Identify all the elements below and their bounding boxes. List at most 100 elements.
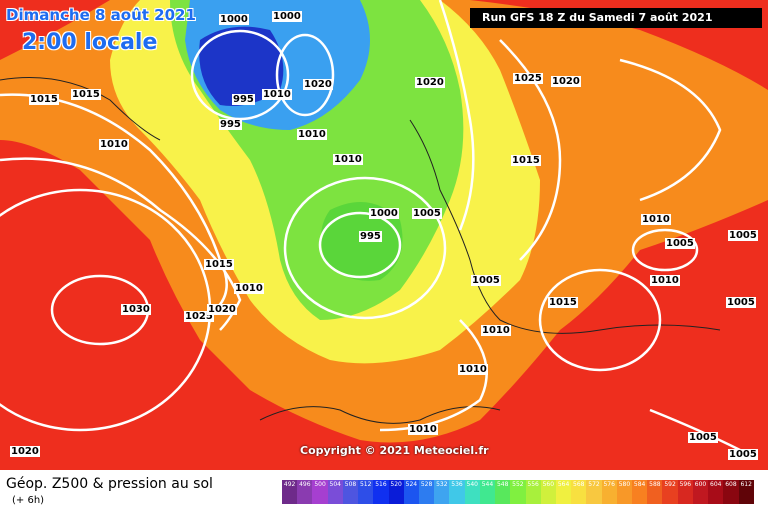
scale-cell: 508 bbox=[342, 480, 359, 504]
scale-cell: 556 bbox=[525, 480, 541, 504]
scale-label: 528 bbox=[420, 481, 433, 488]
isobar-label: 1030 bbox=[121, 304, 151, 315]
isobar bbox=[649, 408, 741, 452]
isobar-label: 1010 bbox=[641, 214, 671, 225]
isobar-label: 1020 bbox=[415, 77, 445, 88]
scale-label: 492 bbox=[283, 481, 296, 488]
isobar-label: 995 bbox=[359, 231, 382, 242]
scale-label: 504 bbox=[329, 481, 341, 488]
scale-cell: 512 bbox=[358, 480, 374, 504]
scale-label: 544 bbox=[481, 481, 494, 488]
isobar bbox=[318, 211, 402, 279]
isobar-label: 1015 bbox=[548, 297, 578, 308]
scale-cell: 576 bbox=[601, 480, 617, 504]
forecast-time: 2:00 locale bbox=[22, 30, 158, 55]
scale-cell: 548 bbox=[495, 480, 511, 504]
scale-cell: 492 bbox=[282, 480, 298, 504]
scale-cell: 604 bbox=[708, 480, 724, 504]
scale-label: 508 bbox=[344, 481, 357, 488]
scale-label: 576 bbox=[603, 481, 615, 488]
isobar-label: 1020 bbox=[10, 446, 40, 457]
coastline bbox=[409, 119, 721, 334]
scale-label: 516 bbox=[375, 481, 387, 488]
scale-label: 564 bbox=[557, 481, 570, 488]
isobar-label: 1005 bbox=[688, 432, 718, 443]
map-area: Dimanche 8 août 2021 2:00 locale Run GFS… bbox=[0, 0, 768, 470]
isobar-label: 1010 bbox=[650, 275, 680, 286]
scale-cell: 552 bbox=[510, 480, 526, 504]
scale-label: 520 bbox=[390, 481, 402, 488]
low-core bbox=[199, 26, 284, 107]
scale-cell: 536 bbox=[449, 480, 465, 504]
scale-cell: 496 bbox=[297, 480, 313, 504]
scale-label: 500 bbox=[314, 481, 326, 488]
isobar-label: 1005 bbox=[665, 238, 695, 249]
scale-cell: 580 bbox=[616, 480, 633, 504]
isobar-label: 1010 bbox=[234, 283, 264, 294]
scale-label: 596 bbox=[679, 481, 692, 488]
scale-label: 524 bbox=[405, 481, 418, 488]
isobar-label: 1010 bbox=[297, 129, 327, 140]
isobar-label: 1005 bbox=[412, 208, 442, 219]
scale-cell: 572 bbox=[586, 480, 602, 504]
scale-cell: 500 bbox=[312, 480, 328, 504]
scale-label: 588 bbox=[649, 481, 661, 488]
isobar-label: 1005 bbox=[728, 449, 758, 460]
scale-label: 580 bbox=[618, 481, 631, 488]
scale-label: 572 bbox=[588, 481, 600, 488]
isobar-label: 1010 bbox=[481, 325, 511, 336]
isobar-label: 1010 bbox=[408, 424, 438, 435]
scale-label: 536 bbox=[451, 481, 463, 488]
isobar-label: 995 bbox=[219, 119, 242, 130]
scale-label: 540 bbox=[466, 481, 478, 488]
scale-label: 556 bbox=[527, 481, 539, 488]
scale-label: 532 bbox=[436, 481, 448, 488]
coastline bbox=[259, 406, 501, 424]
scale-cell: 532 bbox=[434, 480, 450, 504]
run-info: Run GFS 18 Z du Samedi 7 août 2021 bbox=[470, 8, 762, 28]
scale-cell: 528 bbox=[418, 480, 435, 504]
isobar bbox=[283, 176, 447, 320]
isobar-label: 1010 bbox=[458, 364, 488, 375]
isobar-label: 1010 bbox=[262, 89, 292, 100]
isobar-label: 1025 bbox=[513, 73, 543, 84]
color-scale: 492 496 500 504 508 512 516 520 524 528 532 536 540 5… bbox=[282, 480, 754, 504]
isobar-label: 1005 bbox=[726, 297, 756, 308]
scale-cell: 560 bbox=[540, 480, 556, 504]
scale-cell: 600 bbox=[692, 480, 709, 504]
scale-label: 560 bbox=[542, 481, 555, 488]
scale-cell: 612 bbox=[738, 480, 754, 504]
scale-label: 604 bbox=[710, 481, 722, 488]
scale-cell: 520 bbox=[388, 480, 404, 504]
scale-label: 608 bbox=[725, 481, 737, 488]
scale-label: 592 bbox=[664, 481, 676, 488]
isobar-label: 1005 bbox=[471, 275, 501, 286]
scale-cell: 596 bbox=[677, 480, 693, 504]
scale-cell: 608 bbox=[723, 480, 739, 504]
scale-cell: 516 bbox=[373, 480, 389, 504]
isobar-label: 1000 bbox=[272, 11, 302, 22]
isobar bbox=[438, 0, 475, 231]
scale-cell: 584 bbox=[632, 480, 648, 504]
isobar bbox=[538, 268, 662, 372]
scale-cell: 524 bbox=[403, 480, 419, 504]
scale-label: 548 bbox=[496, 481, 509, 488]
isobar-label: 995 bbox=[232, 94, 255, 105]
isobar bbox=[619, 58, 722, 202]
forecast-date: Dimanche 8 août 2021 bbox=[6, 6, 196, 24]
geopotential-map bbox=[0, 0, 768, 470]
legend-subtitle: (+ 6h) bbox=[12, 495, 45, 506]
isobar-label: 1020 bbox=[207, 304, 237, 315]
scale-label: 552 bbox=[512, 481, 524, 488]
scale-label: 600 bbox=[694, 481, 707, 488]
scale-cell: 504 bbox=[327, 480, 343, 504]
scale-cell: 592 bbox=[662, 480, 678, 504]
isobar-label: 1000 bbox=[369, 208, 399, 219]
isobar-label: 1015 bbox=[71, 89, 101, 100]
legend-title: Géop. Z500 & pression au sol bbox=[6, 476, 213, 492]
scale-label: 512 bbox=[359, 481, 372, 488]
scale-label: 496 bbox=[299, 481, 311, 488]
isobar-label: 1015 bbox=[511, 155, 541, 166]
isobar-label: 1005 bbox=[728, 230, 758, 241]
isobar bbox=[631, 228, 699, 272]
